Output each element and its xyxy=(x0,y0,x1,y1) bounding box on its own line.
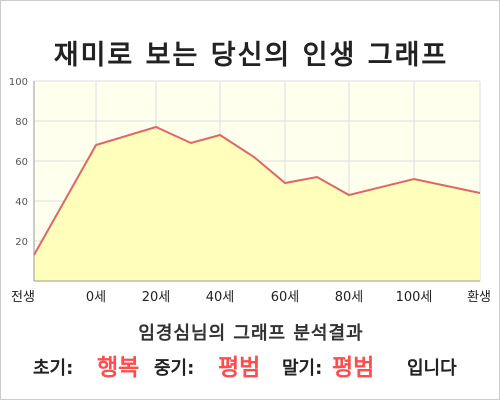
series-area xyxy=(34,127,480,281)
series-line xyxy=(33,125,481,256)
late-label: 말기: xyxy=(282,358,323,379)
y-tick-label: 60 xyxy=(15,157,28,168)
x-tick-label: 환생 xyxy=(467,290,491,305)
y-tick-label: 20 xyxy=(15,237,28,248)
late-value: 평범 xyxy=(332,355,375,381)
x-tick-label: 20세 xyxy=(142,290,171,305)
x-tick-label: 100세 xyxy=(396,290,433,305)
life-graph-chart: 20 40 60 80 100 전생 0세 20세 40세 60세 80세 100세 환생 xyxy=(9,77,491,305)
x-tick-label: 80세 xyxy=(335,290,364,305)
x-tick-label: 0세 xyxy=(86,290,106,305)
y-tick-label: 100 xyxy=(9,77,28,88)
ending-text: 입니다 xyxy=(407,358,457,379)
y-tick-label: 80 xyxy=(15,117,28,128)
page-title: 재미로 보는 당신의 인생 그래프 xyxy=(53,40,449,71)
x-tick-label: 60세 xyxy=(271,290,300,305)
x-tick-label: 전생 xyxy=(11,290,35,305)
result-summary: 초기: 행복 중기: 평범 말기: 평범 입니다 xyxy=(1,346,500,382)
early-label: 초기: xyxy=(33,358,74,379)
x-tick-label: 40세 xyxy=(206,290,235,305)
middle-value: 평범 xyxy=(218,355,261,381)
y-tick-label: 40 xyxy=(15,197,28,208)
middle-label: 중기: xyxy=(154,358,195,379)
result-heading: 임경심님의 그래프 분석결과 xyxy=(138,323,364,344)
early-value: 행복 xyxy=(97,355,140,381)
